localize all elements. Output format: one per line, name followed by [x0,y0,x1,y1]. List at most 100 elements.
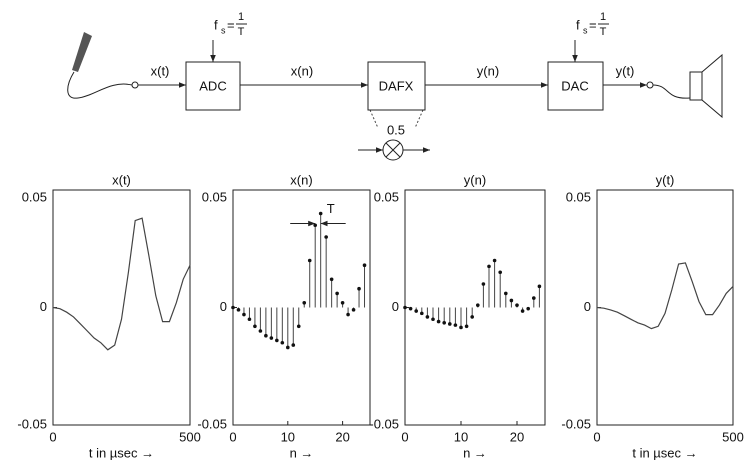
x-axis-label: t in µsec → [89,445,154,460]
stem-dot [318,211,323,216]
stem-dot [307,258,312,263]
plot-frame [52,189,191,426]
gain-label: 0.5 [387,122,405,137]
stem-dot [453,323,458,327]
stem-dot [520,309,525,313]
chart-title: y(t) [656,172,675,187]
stem-dot [481,282,486,286]
adc-block [185,61,241,111]
x-tick-label: 20 [335,429,349,444]
stem-dot [492,258,497,263]
signal-label: y(n) [477,63,499,78]
stem-dot [515,303,519,307]
microphone-icon [67,32,139,99]
stem-dot [324,235,328,239]
signal-label: x(n) [291,63,313,78]
stem-dot [532,296,536,300]
stem-dot [296,324,301,329]
stem-dot [425,315,430,319]
stem-dot [442,320,447,325]
x-tick-label: 500 [179,429,201,444]
x-axis-label: n → [290,445,314,460]
x-tick-label: 500 [722,429,744,444]
stem-dot [264,333,268,338]
y-tick-label: -0.05 [369,416,399,431]
signal-label: x(t) [151,63,170,78]
stem-dot [509,298,514,303]
numerator: 1 [600,11,606,23]
stem-dot [403,305,407,310]
stem-dot [476,303,480,307]
stem-dot [357,286,361,291]
y-tick-label: 0 [392,299,399,314]
signal-label: y(t) [616,63,635,78]
block-label: DAC [561,78,588,93]
stem-dot [340,301,345,305]
stem-dot [286,345,290,350]
x-axis-label: t in µsec → [632,445,697,460]
plot-frame [596,189,734,426]
x-tick-label: 0 [49,429,56,444]
equals: = [227,17,235,32]
signal-curve [596,262,734,330]
x-tick-label: 20 [510,429,524,444]
stem-dot [420,311,424,316]
stem-dot [487,264,491,269]
blocks: ADC DAFX DAC x(t) x(n) y(n) y(t) 0.5 [151,61,635,137]
stem-dot [362,263,367,268]
stem-dot [498,270,503,275]
block-label: ADC [199,78,226,93]
stem-dot [247,317,252,322]
stem-dot [470,315,475,319]
y-tick-label: 0.05 [374,189,399,204]
stem-dot [414,309,419,313]
speaker-icon [646,53,723,119]
y-tick-label: 0 [220,299,227,314]
plot-frame [404,189,546,426]
x-tick-label: 0 [229,429,236,444]
stem-dot [537,284,542,289]
stem-dot [464,324,469,329]
x-tick-label: 0 [593,429,600,444]
equals: = [589,17,597,32]
stem-dot [269,336,274,340]
stem-dot [504,291,508,296]
chart-title: x(t) [112,172,131,187]
stem-dot [346,312,350,317]
stem-dot [258,329,263,333]
stem-dot [335,291,339,296]
stem-dot [436,319,441,324]
y-tick-label: -0.05 [561,416,591,431]
y-tick-label: 0.05 [202,189,227,204]
denominator: T [238,26,245,38]
y-tick-label: 0.05 [566,189,591,204]
x-tick-label: 0 [401,429,408,444]
subscript: s [583,25,588,35]
y-tick-label: -0.05 [197,416,227,431]
y-tick-label: 0 [584,299,591,314]
y-tick-label: 0 [40,299,47,314]
stem-dot [526,306,530,311]
stem-dot [231,305,235,310]
stem-dot [448,322,452,326]
stem-dot [408,306,413,311]
subscript: s [221,25,226,35]
stem-dot [431,317,435,322]
stem-dot [329,277,334,282]
stem-dot [236,308,241,312]
y-tick-label: -0.05 [17,416,47,431]
plot-frame [232,189,371,426]
stem-dot [459,325,463,330]
chart-title: x(n) [290,172,312,187]
chart-title: y(n) [464,172,486,187]
stem-dot [242,312,246,317]
stem-dot [291,343,296,347]
stem-dot [275,338,279,343]
x-tick-label: 10 [454,429,468,444]
stem-dot [253,324,257,329]
dafx-block [367,61,426,111]
signal-curve [52,217,191,351]
x-tick-label: 10 [281,429,295,444]
stem-dot [302,301,307,305]
